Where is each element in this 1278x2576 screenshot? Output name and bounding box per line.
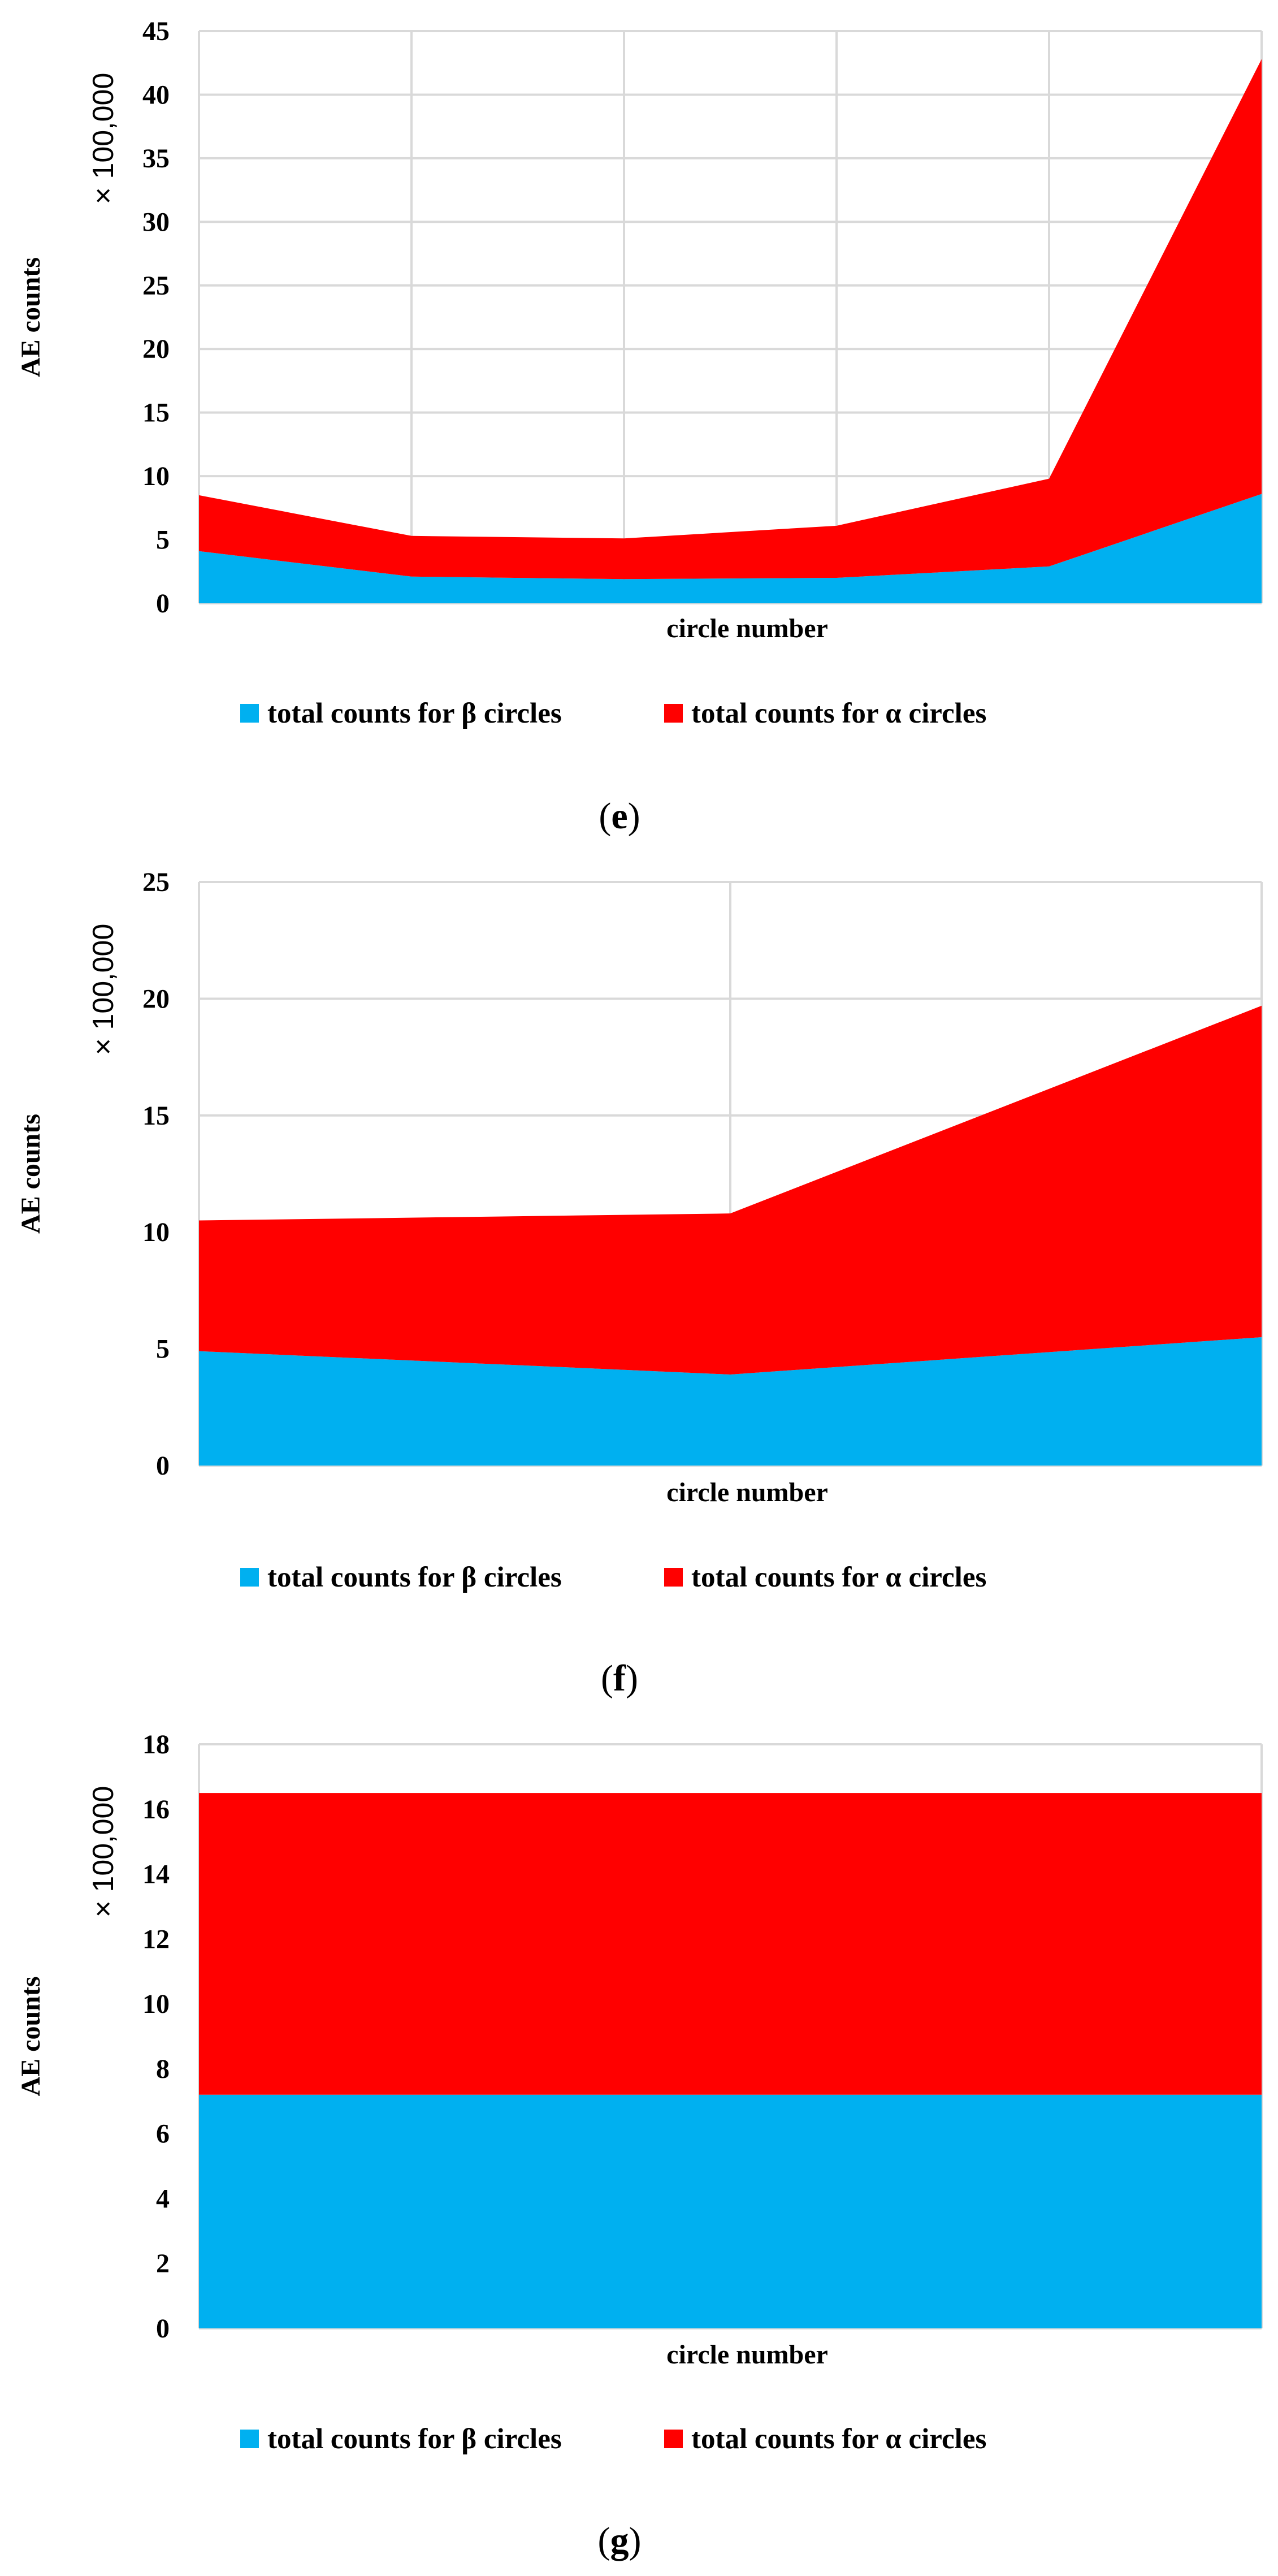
y-tick-label: 2 xyxy=(156,2249,170,2279)
legend-swatch-beta xyxy=(240,704,259,723)
legend-entry-alpha: total counts for α circles xyxy=(691,2423,986,2455)
y-tick-label: 10 xyxy=(142,1217,170,1247)
legend-entry-beta: total counts for β circles xyxy=(267,2423,562,2455)
x-axis-label: circle number xyxy=(666,1477,828,1507)
y-tick-label: 20 xyxy=(142,334,170,364)
x-axis-label: circle number xyxy=(666,613,828,643)
area-alpha-series xyxy=(199,59,1262,580)
area-alpha-series xyxy=(199,1005,1262,1375)
y-tick-label: 16 xyxy=(142,1795,170,1825)
y-tick-label: 45 xyxy=(142,16,170,46)
y-tick-label: 0 xyxy=(156,2314,170,2344)
area-alpha-series xyxy=(199,1793,1262,2095)
legend-entry-beta: total counts for β circles xyxy=(267,1562,562,1593)
y-tick-label: 10 xyxy=(142,461,170,491)
y-tick-label: 5 xyxy=(156,1334,170,1364)
legend-swatch-alpha xyxy=(664,1568,683,1587)
y-tick-label: 20 xyxy=(142,984,170,1014)
chart-panel-g: 0 2 4 6 8 10 12 14 16 18 AE counts × 100,000 circle … xyxy=(16,1730,1263,2561)
legend-entry-beta: total counts for β circles xyxy=(267,698,562,729)
y-axis-multiplier: × 100,000 xyxy=(87,1786,120,1918)
y-tick-label: 15 xyxy=(142,398,170,428)
legend-entry-alpha: total counts for α circles xyxy=(691,698,986,729)
area-beta-series xyxy=(199,2094,1262,2328)
y-tick-label: 10 xyxy=(142,1989,170,2019)
y-axis-label: AE counts xyxy=(16,1114,46,1234)
y-tick-label: 14 xyxy=(142,1860,170,1890)
y-tick-label: 5 xyxy=(156,525,170,555)
legend-entry-alpha: total counts for α circles xyxy=(691,1562,986,1593)
y-tick-label: 18 xyxy=(142,1730,170,1760)
y-tick-label: 4 xyxy=(156,2184,170,2214)
y-tick-label: 15 xyxy=(142,1101,170,1131)
y-tick-label: 25 xyxy=(142,271,170,301)
panel-caption: (f) xyxy=(601,1658,638,1699)
y-tick-label: 40 xyxy=(142,80,170,110)
legend-swatch-beta xyxy=(240,1568,259,1587)
y-axis-multiplier: × 100,000 xyxy=(87,924,120,1056)
y-tick-label: 12 xyxy=(142,1924,170,1954)
y-tick-label: 6 xyxy=(156,2119,170,2149)
legend-swatch-alpha xyxy=(664,704,683,723)
y-axis-multiplier: × 100,000 xyxy=(87,73,120,205)
y-tick-label: 30 xyxy=(142,207,170,237)
y-tick-label: 8 xyxy=(156,2054,170,2084)
legend-swatch-beta xyxy=(240,2430,259,2448)
panel-caption: (e) xyxy=(599,796,640,837)
area-beta-series xyxy=(199,1337,1262,1466)
y-axis-label: AE counts xyxy=(16,257,46,377)
legend-swatch-alpha xyxy=(664,2430,683,2448)
area-beta-series xyxy=(199,494,1262,603)
y-tick-label: 0 xyxy=(156,1451,170,1481)
x-axis-label: circle number xyxy=(666,2340,828,2370)
chart-panel-e: 0 5 10 15 20 25 30 35 40 45 AE counts × 100,000 circ… xyxy=(16,16,1263,837)
y-tick-label: 35 xyxy=(142,144,170,174)
chart-panel-f: 0 5 10 15 20 25 AE counts × 100,000 circle numbe… xyxy=(16,867,1263,1699)
y-tick-label: 0 xyxy=(156,589,170,619)
panel-caption: (g) xyxy=(598,2520,642,2561)
y-axis-label: AE counts xyxy=(16,1976,46,2096)
y-tick-label: 25 xyxy=(142,867,170,897)
